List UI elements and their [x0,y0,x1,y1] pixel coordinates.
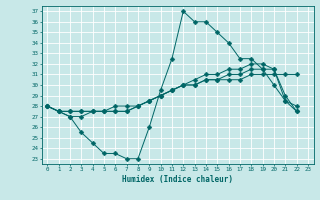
X-axis label: Humidex (Indice chaleur): Humidex (Indice chaleur) [122,175,233,184]
